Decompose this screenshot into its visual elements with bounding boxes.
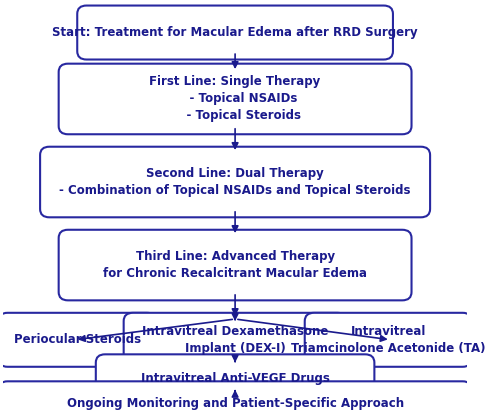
Text: Start: Treatment for Macular Edema after RRD Surgery: Start: Treatment for Macular Edema after…: [52, 26, 418, 39]
FancyBboxPatch shape: [58, 64, 412, 134]
Text: Intravitreal Dexamethasone
Implant (DEX-I): Intravitreal Dexamethasone Implant (DEX-…: [142, 325, 328, 355]
Text: Second Line: Dual Therapy
- Combination of Topical NSAIDs and Topical Steroids: Second Line: Dual Therapy - Combination …: [60, 167, 411, 197]
FancyBboxPatch shape: [304, 313, 472, 367]
Text: Ongoing Monitoring and Patient-Specific Approach: Ongoing Monitoring and Patient-Specific …: [66, 397, 404, 410]
Text: First Line: Single Therapy
    - Topical NSAIDs
    - Topical Steroids: First Line: Single Therapy - Topical NSA…: [150, 76, 320, 122]
FancyBboxPatch shape: [96, 354, 374, 402]
Text: Periocular Steroids: Periocular Steroids: [14, 333, 141, 346]
FancyBboxPatch shape: [0, 381, 472, 418]
FancyBboxPatch shape: [0, 313, 156, 367]
Text: Third Line: Advanced Therapy
for Chronic Recalcitrant Macular Edema: Third Line: Advanced Therapy for Chronic…: [103, 250, 367, 280]
FancyBboxPatch shape: [58, 230, 412, 301]
FancyBboxPatch shape: [77, 5, 393, 59]
FancyBboxPatch shape: [124, 313, 346, 367]
FancyBboxPatch shape: [40, 147, 430, 217]
Text: Intravitreal
Triamcinolone Acetonide (TA): Intravitreal Triamcinolone Acetonide (TA…: [291, 325, 486, 355]
Text: Intravitreal Anti-VEGF Drugs: Intravitreal Anti-VEGF Drugs: [140, 372, 330, 385]
